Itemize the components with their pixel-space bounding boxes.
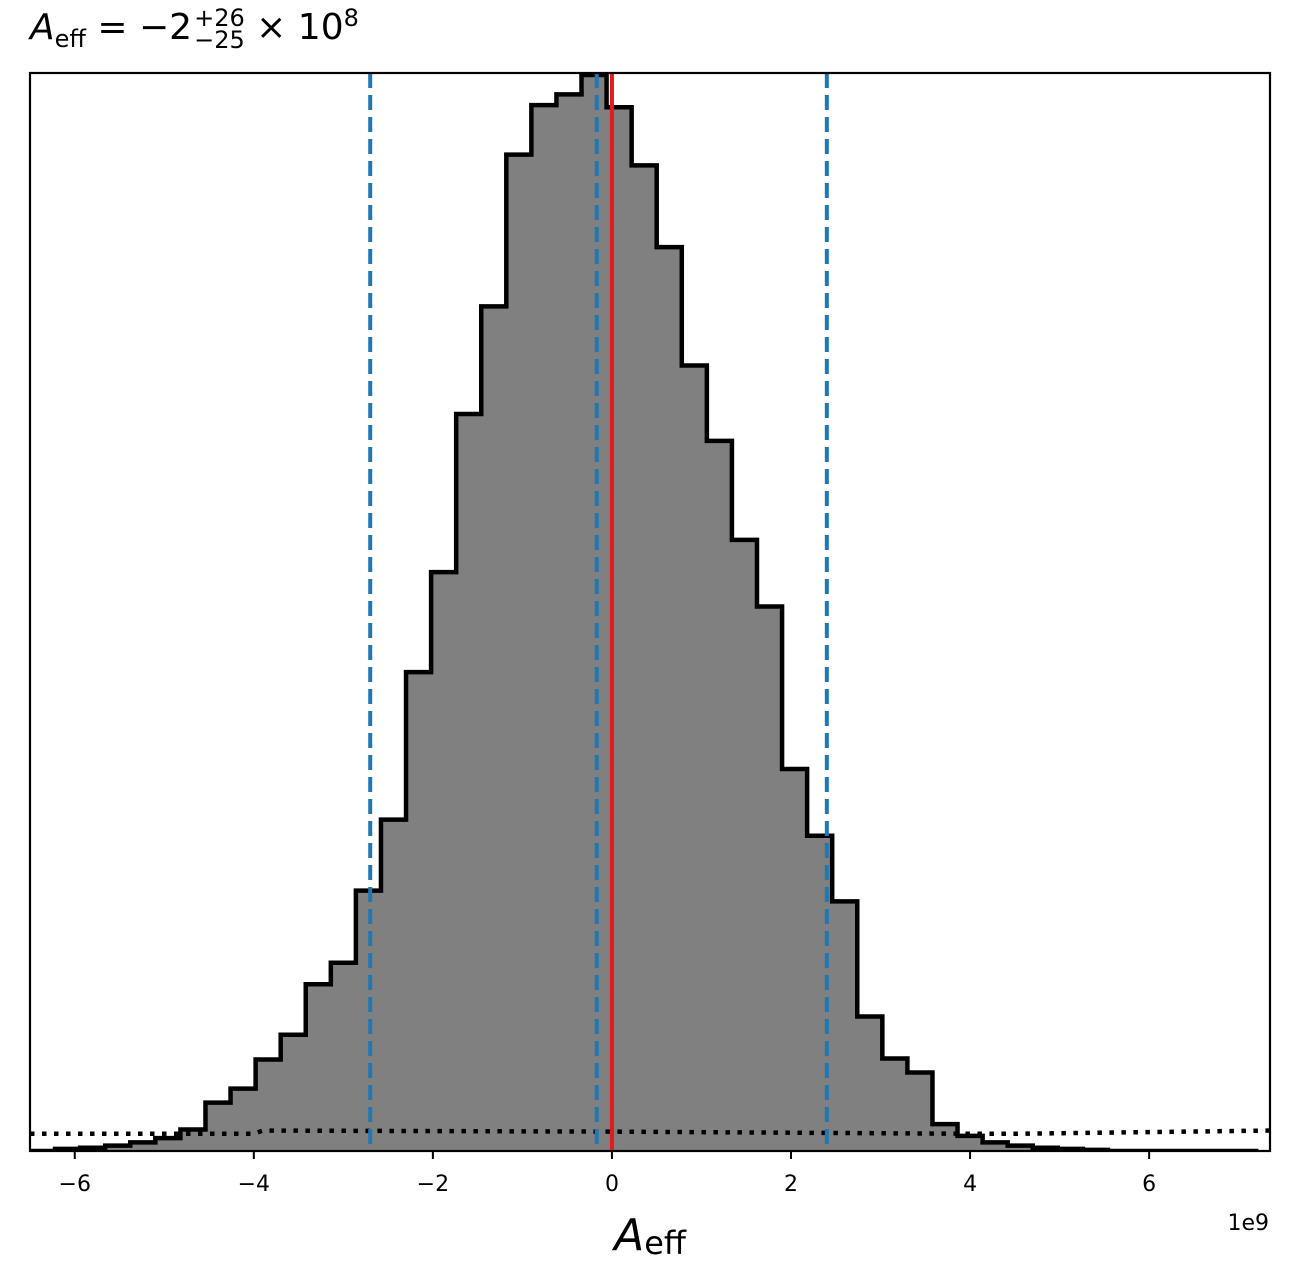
x-axis-label-subscript: eff: [644, 1224, 687, 1262]
plot-area: [30, 73, 1270, 1151]
histogram-bar: [1007, 1145, 1034, 1151]
axes-frame: [28, 71, 1272, 1153]
histogram-bar: [832, 901, 858, 1151]
histogram-bar: [656, 247, 683, 1151]
x-offset-label: 1e9: [1227, 1211, 1269, 1236]
title-exponent: 8: [343, 4, 359, 32]
histogram-bar: [380, 819, 407, 1151]
x-axis-label-symbol: A: [611, 1210, 644, 1261]
histogram-bar: [932, 1124, 959, 1151]
title-upper-error: +26: [194, 4, 245, 32]
chart-title: Aeff = −2 +26 −25 × 108: [30, 4, 359, 53]
histogram-bar: [681, 365, 708, 1151]
histogram-bar: [481, 306, 507, 1151]
histogram-bar: [406, 672, 432, 1151]
histogram-bar: [882, 1058, 908, 1151]
histogram-bar: [130, 1142, 156, 1151]
x-tick-label: −4: [238, 1172, 270, 1197]
histogram-bar: [556, 94, 583, 1151]
histogram-bar: [907, 1072, 933, 1151]
histogram-bar: [531, 105, 557, 1151]
histogram-bar: [155, 1138, 181, 1151]
histogram-bar: [105, 1145, 131, 1151]
histogram-bar: [957, 1135, 984, 1151]
x-tick-label: 2: [784, 1172, 798, 1197]
histogram-bar: [706, 440, 733, 1151]
histogram-outline: [30, 73, 1259, 1151]
histogram-bar: [506, 154, 532, 1151]
histogram-bar: [631, 165, 658, 1151]
histogram-bar: [782, 769, 808, 1151]
x-tick-label: 6: [1142, 1172, 1156, 1197]
title-equals: = −2: [85, 7, 193, 48]
title-lower-error: −25: [194, 26, 245, 54]
histogram-bar: [431, 572, 457, 1151]
histogram-bar: [330, 962, 357, 1151]
x-tick-label: 0: [605, 1172, 619, 1197]
x-tick-label: −2: [417, 1172, 449, 1197]
x-tick-label: −6: [59, 1172, 91, 1197]
histogram-bar: [205, 1102, 232, 1151]
histogram-bar: [305, 984, 332, 1151]
title-symbol: A: [30, 7, 55, 48]
title-tail: × 10: [244, 7, 344, 48]
histogram-bar: [731, 539, 758, 1151]
histogram-bar: [756, 606, 783, 1151]
x-tick-label: 4: [963, 1172, 977, 1197]
x-axis-label: Aeff: [611, 1210, 687, 1262]
histogram-bar: [857, 1016, 883, 1151]
prior-line: [30, 1128, 1270, 1137]
title-subscript: eff: [54, 25, 86, 54]
histogram-bar: [280, 1034, 307, 1151]
histogram-bar: [982, 1142, 1009, 1151]
histogram-bar: [230, 1088, 257, 1151]
histogram-bar: [581, 75, 608, 1151]
histogram-bar: [807, 835, 833, 1151]
histogram-bar: [255, 1059, 282, 1151]
histogram-bar: [456, 413, 482, 1151]
